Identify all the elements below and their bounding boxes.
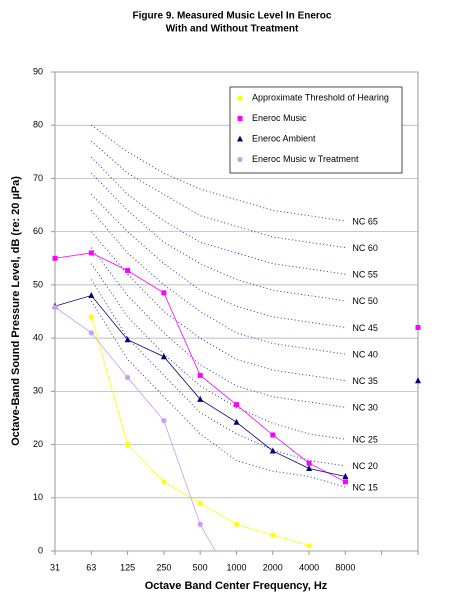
nc-label: NC 55 bbox=[352, 270, 378, 280]
data-point bbox=[234, 402, 239, 408]
nc-label: NC 40 bbox=[352, 349, 378, 359]
legend-marker bbox=[237, 156, 243, 163]
legend: Approximate Threshold of Hearing Eneroc M… bbox=[229, 86, 403, 174]
data-point bbox=[342, 472, 349, 479]
series-line bbox=[90, 316, 310, 547]
data-point bbox=[233, 521, 240, 527]
legend-marker bbox=[237, 116, 243, 121]
data-point bbox=[197, 500, 203, 506]
nc-label: NC 30 bbox=[352, 403, 378, 413]
data-point bbox=[160, 353, 167, 360]
data-point bbox=[233, 418, 240, 425]
data-point bbox=[124, 336, 131, 343]
legend-marker bbox=[237, 95, 243, 101]
data-point bbox=[88, 314, 94, 320]
x-tick-label: 4000 bbox=[299, 562, 319, 572]
nc-curve bbox=[90, 300, 346, 488]
chart-title: Figure 9. Measured Music Level In Eneroc bbox=[133, 11, 332, 22]
nc-curve bbox=[90, 140, 346, 249]
nc-curve bbox=[90, 231, 346, 382]
y-tick-label: 90 bbox=[33, 66, 43, 76]
legend-marker bbox=[237, 135, 243, 142]
nc-label: NC 50 bbox=[352, 296, 378, 306]
y-axis-title: Octave-Band Sound Pressure Level, dB (re… bbox=[10, 176, 22, 446]
x-tick-label: 2000 bbox=[263, 562, 283, 572]
data-point bbox=[125, 374, 131, 381]
nc-curve bbox=[90, 279, 346, 467]
y-tick-label: 60 bbox=[33, 226, 43, 236]
y-tick-label: 20 bbox=[33, 439, 43, 449]
x-axis-title: Octave Band Center Frequency, Hz bbox=[145, 580, 328, 592]
nc-label: NC 35 bbox=[352, 376, 378, 386]
nc-label: NC 20 bbox=[352, 461, 378, 471]
data-point bbox=[269, 447, 276, 454]
data-point bbox=[197, 521, 203, 527]
chart-subtitle: With and Without Treatment bbox=[166, 24, 299, 35]
y-tick-label: 70 bbox=[33, 173, 43, 183]
x-tick-label: 63 bbox=[86, 562, 96, 572]
nc-label: NC 45 bbox=[352, 323, 378, 333]
data-point bbox=[88, 330, 94, 336]
data-point bbox=[52, 304, 58, 310]
data-point bbox=[415, 377, 421, 384]
legend-label: Approximate Threshold of Hearing bbox=[252, 92, 389, 102]
y-tick-label: 50 bbox=[33, 279, 43, 289]
data-point bbox=[161, 418, 167, 424]
series-line bbox=[55, 306, 216, 551]
nc-label: NC 60 bbox=[352, 243, 378, 253]
legend-box bbox=[229, 86, 403, 174]
plot-area: NC 65 NC 60 NC 55 NC 50 NC 45 NC 40 NC 35 NC 30… bbox=[52, 71, 421, 552]
nc-curve bbox=[90, 194, 346, 328]
x-tick-label: 500 bbox=[193, 562, 208, 572]
data-point bbox=[161, 290, 167, 296]
nc-label: NC 15 bbox=[352, 483, 378, 493]
data-point bbox=[125, 268, 131, 274]
data-point bbox=[270, 532, 276, 538]
data-point bbox=[270, 432, 276, 438]
y-tick-label: 30 bbox=[33, 386, 43, 396]
data-point bbox=[197, 395, 204, 402]
legend-label: Eneroc Music w Treatment bbox=[252, 154, 359, 164]
x-tick-label: 250 bbox=[156, 562, 171, 572]
y-tick-label: 0 bbox=[38, 545, 43, 555]
y-tick-label: 40 bbox=[33, 332, 43, 342]
x-tick-label: 1000 bbox=[226, 562, 246, 572]
data-point bbox=[88, 250, 94, 256]
x-tick-label: 125 bbox=[120, 562, 135, 572]
data-point bbox=[125, 441, 131, 448]
y-tick-label: 80 bbox=[33, 120, 43, 130]
data-point bbox=[197, 372, 203, 378]
y-tick-label: 10 bbox=[33, 492, 43, 502]
legend-label: Eneroc Ambient bbox=[252, 133, 316, 143]
legend-label: Eneroc Music bbox=[252, 113, 307, 123]
nc-curve bbox=[90, 263, 346, 440]
data-point bbox=[306, 460, 312, 466]
nc-label: NC 25 bbox=[352, 435, 378, 445]
x-tick-label: 8000 bbox=[335, 562, 355, 572]
x-tick-label: 31 bbox=[50, 562, 60, 572]
data-point bbox=[161, 479, 167, 485]
data-point bbox=[342, 479, 348, 485]
data-point bbox=[306, 543, 312, 549]
nc-label: NC 65 bbox=[352, 216, 378, 226]
nc-curve bbox=[90, 172, 346, 302]
nc-curve bbox=[90, 210, 346, 355]
data-point bbox=[306, 465, 313, 472]
nc-curve bbox=[90, 156, 346, 275]
data-point bbox=[52, 255, 58, 261]
series-line bbox=[55, 253, 418, 482]
data-point bbox=[415, 324, 421, 330]
data-point bbox=[88, 292, 95, 299]
